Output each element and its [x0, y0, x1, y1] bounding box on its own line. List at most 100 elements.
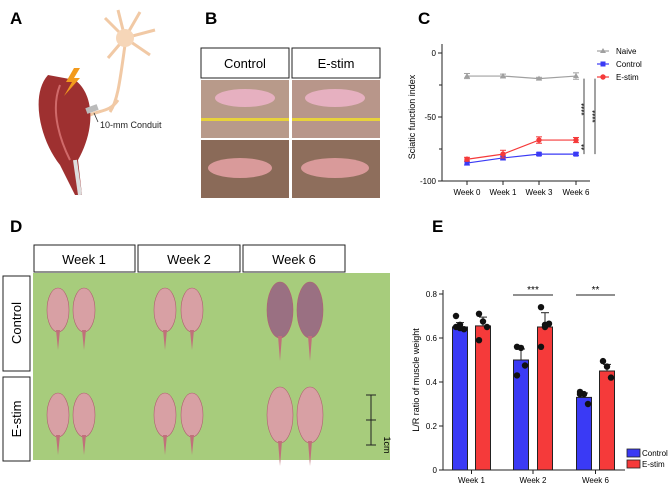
data-point: [500, 151, 506, 157]
muscle-tendon: [82, 435, 86, 455]
header-control: [200, 47, 290, 79]
data-point: [500, 73, 506, 79]
panel-label-a: A: [10, 9, 22, 28]
legend-swatch: [626, 448, 641, 458]
gait-photo-panel: Control E-stim: [200, 47, 381, 198]
muscle-tendon: [308, 336, 312, 361]
column-label: Week 2: [167, 252, 211, 267]
data-point: [537, 343, 545, 350]
row-header-control: [2, 275, 31, 372]
column-label: Week 1: [62, 252, 106, 267]
legend-label: E-stim: [642, 460, 665, 469]
legend-swatch: [626, 459, 641, 469]
bar-control: [513, 359, 529, 471]
legend-label: Control: [642, 449, 668, 458]
data-point: [584, 400, 592, 408]
data-point: [521, 362, 529, 369]
y-tick-label: -50: [424, 113, 436, 122]
data-point: [573, 151, 579, 157]
data-point: [483, 323, 491, 331]
y-tick-label: 0.6: [426, 334, 438, 343]
data-point: [479, 318, 487, 325]
y-axis-label: Sciatic function index: [407, 74, 417, 159]
data-point: [536, 75, 542, 81]
data-point: [475, 337, 483, 344]
header-control-label: Control: [224, 56, 266, 71]
scale-label: 1cm: [382, 436, 392, 453]
data-point: [603, 363, 611, 370]
column-header-week2: [137, 244, 241, 273]
y-tick-label: 0.8: [426, 290, 438, 299]
row-label: E-stim: [9, 401, 24, 438]
data-point: [607, 374, 615, 381]
muscle-sample: [266, 386, 294, 444]
x-tick-label: Week 3: [526, 188, 554, 197]
conduit-label: 10-mm Conduit: [100, 120, 162, 130]
muscle-sample: [46, 392, 70, 438]
muscle-tendon: [56, 330, 60, 350]
data-point: [536, 137, 542, 143]
series-line-e-stim: [466, 139, 576, 160]
data-point: [452, 312, 460, 320]
y-tick-label: 0: [432, 49, 437, 58]
muscle-sample: [296, 386, 324, 444]
legend-label: Naive: [616, 47, 637, 56]
x-tick-label: Week 6: [563, 188, 591, 197]
data-point: [541, 323, 549, 331]
column-header-week1: [33, 244, 136, 273]
data-point: [576, 390, 584, 398]
conduit-icon: [85, 104, 99, 114]
significance-label: ****: [580, 103, 589, 115]
data-point: [456, 324, 464, 332]
neuron-icon: [89, 9, 156, 117]
muscle-sample: [72, 287, 96, 333]
data-point: [537, 304, 545, 311]
panel-label-e: E: [432, 217, 443, 236]
y-tick-label: -100: [420, 177, 437, 186]
y-tick-label: 0: [433, 466, 438, 475]
muscle-photo-panel: Week 1 Week 2 Week 6 Control E-stim 1cm: [2, 244, 392, 466]
y-axis-label: L/R ratio of muscle weight: [411, 328, 421, 432]
nerve-muscle-illustration: 10-mm Conduit: [38, 9, 162, 196]
x-tick-label: Week 1: [458, 476, 486, 485]
data-point: [475, 310, 483, 317]
significance-label: ***: [527, 285, 539, 296]
bar-control: [576, 396, 592, 471]
muscle-sample: [72, 392, 96, 438]
panel-label-c: C: [418, 9, 430, 28]
muscle-sample: [180, 287, 204, 333]
muscle-tendon: [308, 441, 312, 466]
legend-marker: [600, 61, 606, 67]
muscle-tendon: [82, 330, 86, 350]
photo-estim-top: [292, 80, 380, 138]
bar-e-stim: [599, 370, 615, 471]
muscle-sample: [180, 392, 204, 438]
row-label: Control: [9, 302, 24, 344]
muscle-tendon: [278, 336, 282, 361]
muscle-sample: [266, 281, 294, 339]
panel-label-b: B: [205, 9, 217, 28]
muscle-sample: [296, 281, 324, 339]
header-estim: [291, 47, 381, 79]
significance-label: **: [592, 285, 600, 296]
data-point: [513, 372, 521, 379]
column-header-week6: [242, 244, 346, 273]
lightning-icon: [64, 68, 80, 96]
bar-control: [452, 326, 468, 471]
muscle-sample: [46, 287, 70, 333]
x-tick-label: Week 1: [490, 188, 518, 197]
muscle-tendon: [278, 441, 282, 466]
series-line-naive: [467, 75, 577, 80]
legend-label: Control: [616, 60, 642, 69]
muscle-icon: [38, 75, 91, 195]
data-point: [464, 73, 470, 79]
muscle-samples: [46, 281, 324, 466]
row-header-estim: [2, 376, 31, 462]
data-point: [464, 156, 470, 162]
data-point: [573, 137, 579, 143]
x-tick-label: Week 0: [454, 188, 482, 197]
photo-control-top: [201, 80, 289, 138]
x-tick-label: Week 6: [582, 476, 610, 485]
muscle-tendon: [190, 435, 194, 455]
